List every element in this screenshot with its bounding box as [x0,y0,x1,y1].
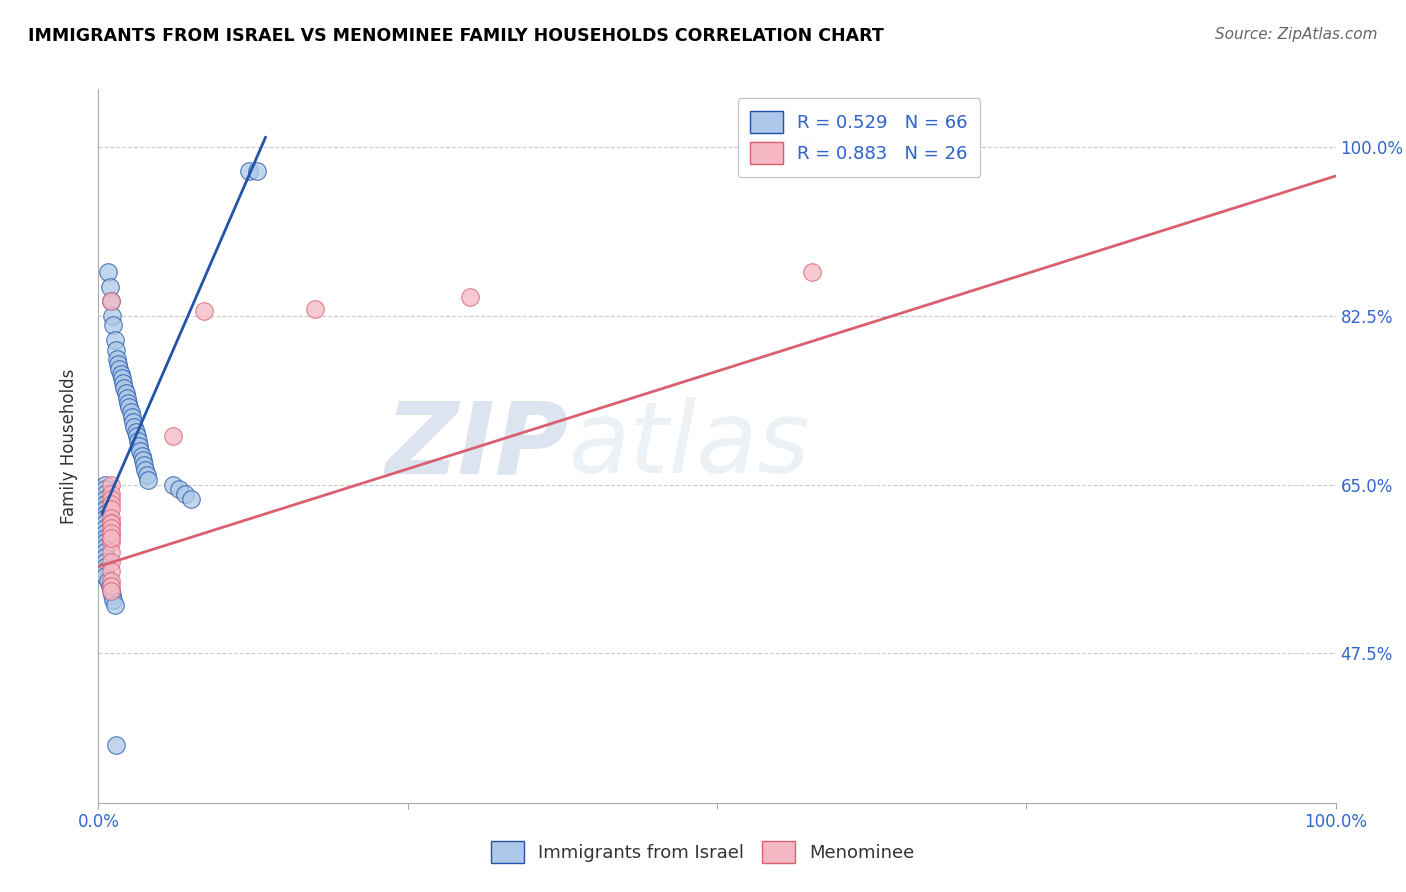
Point [118,401,141,415]
Point [93,535,115,549]
Point [124,419,146,434]
Point [101,309,124,323]
Point [167,483,190,497]
Point [93,491,115,506]
Point [93,555,115,569]
Point [135,467,157,482]
Point [112,381,135,395]
Legend: Immigrants from Israel, Menominee: Immigrants from Israel, Menominee [481,830,925,874]
Point [304,301,326,316]
Point [107,357,129,371]
Point [103,593,125,607]
Point [122,415,145,429]
Point [100,531,122,545]
Point [93,531,115,545]
Point [100,579,122,593]
Point [100,497,122,511]
Point [100,583,122,598]
Point [104,343,127,357]
Point [93,516,115,530]
Point [100,477,122,491]
Point [93,541,115,555]
Point [103,333,125,347]
Point [111,371,134,385]
Text: Source: ZipAtlas.com: Source: ZipAtlas.com [1215,27,1378,42]
Point [127,434,149,449]
Point [100,525,122,540]
Point [93,501,115,516]
Point [101,589,124,603]
Point [129,443,152,458]
Point [93,477,115,491]
Point [180,491,202,506]
Point [93,525,115,540]
Point [93,483,115,497]
Point [98,280,121,294]
Point [93,511,115,525]
Point [100,501,122,516]
Point [193,304,215,318]
Point [93,507,115,521]
Point [100,294,122,309]
Point [121,410,143,425]
Point [114,386,136,401]
Point [117,395,139,409]
Point [100,491,122,506]
Point [100,574,122,588]
Point [100,565,122,579]
Point [100,516,122,530]
Point [174,487,197,501]
Point [134,463,156,477]
Point [97,265,120,279]
Point [115,391,138,405]
Point [93,549,115,564]
Point [100,583,122,598]
Point [100,555,122,569]
Point [104,738,127,752]
Point [108,362,131,376]
Point [97,574,120,588]
Point [100,487,122,501]
Point [103,318,125,333]
Point [93,569,115,583]
Point [93,565,115,579]
Point [100,545,122,559]
Legend: R = 0.529   N = 66, R = 0.883   N = 26: R = 0.529 N = 66, R = 0.883 N = 26 [738,98,980,177]
Point [136,473,159,487]
Point [801,265,824,279]
Point [100,521,122,535]
Point [93,545,115,559]
Point [100,511,122,525]
Point [93,559,115,574]
Point [131,449,153,463]
Point [100,516,122,530]
Point [93,487,115,501]
Point [100,294,122,309]
Point [100,535,122,549]
Point [162,477,184,491]
Point [246,164,269,178]
Point [110,367,132,381]
Point [93,521,115,535]
Point [112,376,135,391]
Text: atlas: atlas [568,398,810,494]
Point [120,405,142,419]
Point [98,579,121,593]
Point [128,439,150,453]
Point [238,164,260,178]
Point [105,352,128,367]
Point [124,425,146,439]
Point [162,429,184,443]
Point [93,497,115,511]
Point [125,429,148,443]
Point [103,598,125,612]
Point [100,525,122,540]
Point [134,458,156,473]
Text: ZIP: ZIP [385,398,568,494]
Text: IMMIGRANTS FROM ISRAEL VS MENOMINEE FAMILY HOUSEHOLDS CORRELATION CHART: IMMIGRANTS FROM ISRAEL VS MENOMINEE FAMI… [28,27,884,45]
Y-axis label: Family Households: Family Households [59,368,77,524]
Point [794,140,817,154]
Point [458,289,481,303]
Point [132,453,155,467]
